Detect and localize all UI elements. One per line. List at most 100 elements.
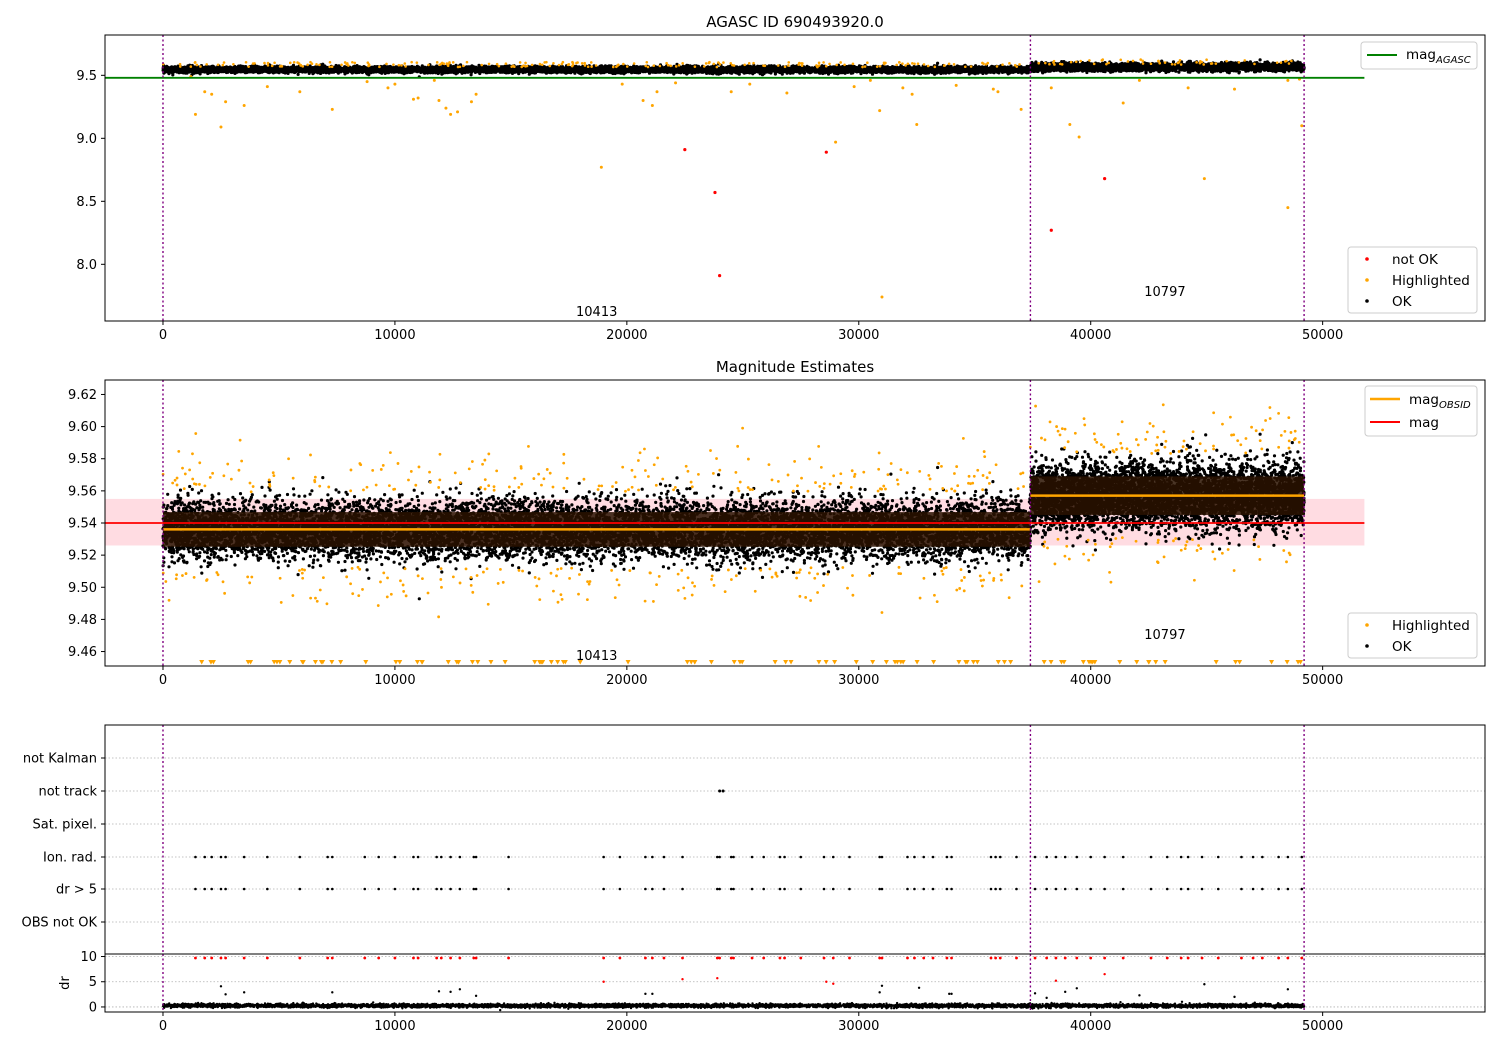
- highlighted-point: [306, 63, 309, 67]
- highlighted-point: [365, 80, 369, 84]
- highlighted-point: [1261, 428, 1264, 432]
- highlighted-point: [1268, 406, 1272, 409]
- highlighted-point: [715, 457, 718, 460]
- dr-point: [331, 991, 334, 994]
- highlighted-point: [232, 62, 235, 66]
- highlighted-point: [482, 570, 485, 574]
- highlighted-point: [807, 571, 811, 575]
- highlighted-point: [1279, 61, 1283, 64]
- highlighted-point: [278, 576, 282, 580]
- dr-capped-point: [906, 956, 909, 960]
- dr-gt-5-point: [762, 887, 765, 891]
- dr-capped-point: [1240, 956, 1243, 960]
- highlighted-point: [1268, 417, 1272, 420]
- highlighted-point: [1069, 60, 1073, 64]
- ion-rad-point: [242, 855, 246, 859]
- legend-marker-highlighted: [1365, 278, 1369, 282]
- plot-frame: [104, 724, 1486, 955]
- highlighted-point: [717, 61, 720, 64]
- flag-row-label: not Kalman: [23, 752, 97, 767]
- highlighted-point: [298, 90, 302, 94]
- highlighted-point: [710, 578, 713, 581]
- dr-gt-5-point: [922, 887, 926, 891]
- highlighted-point: [195, 63, 199, 67]
- highlighted-point: [1164, 439, 1168, 443]
- dr-gt-5-point: [330, 887, 334, 891]
- highlighted-point: [1212, 447, 1215, 451]
- dr-capped-point: [1200, 956, 1204, 960]
- highlighted-point: [1102, 445, 1106, 449]
- dr-gt-5-point: [1033, 887, 1037, 891]
- highlighted-low-marker: [488, 659, 494, 665]
- highlighted-point: [652, 600, 655, 603]
- dr-capped-point: [474, 956, 478, 960]
- highlighted-point: [437, 486, 441, 489]
- highlighted-low-marker: [312, 659, 318, 665]
- highlighted-point: [722, 61, 725, 64]
- highlighted-point: [1095, 440, 1099, 444]
- highlighted-point: [1191, 430, 1195, 434]
- dr-gt-5-point: [363, 887, 367, 891]
- highlighted-point: [1290, 59, 1293, 63]
- highlighted-point: [737, 489, 741, 493]
- highlighted-low-marker: [1269, 659, 1275, 665]
- ion-rad-point: [1240, 855, 1243, 859]
- highlighted-low-marker: [625, 659, 631, 665]
- dr-capped-point: [762, 956, 766, 960]
- highlighted-point: [1233, 87, 1237, 91]
- highlighted-point: [582, 477, 586, 481]
- highlighted-point: [674, 65, 678, 68]
- highlighted-point: [849, 485, 853, 489]
- highlighted-point: [1043, 540, 1047, 544]
- highlighted-point: [545, 468, 549, 471]
- highlighted-point: [693, 65, 697, 68]
- highlighted-point: [1082, 417, 1086, 420]
- highlighted-point: [1283, 429, 1287, 433]
- highlighted-point: [571, 60, 574, 64]
- highlighted-low-marker: [737, 659, 743, 665]
- highlighted-point: [955, 465, 959, 468]
- highlighted-point: [661, 477, 665, 481]
- highlighted-point: [822, 584, 825, 587]
- highlighted-point: [527, 444, 530, 448]
- highlighted-point: [798, 594, 802, 598]
- highlighted-point: [1108, 570, 1111, 574]
- bottom-flags-panel: not Kalman not track Sat. pixel. Ion. rad. d…: [22, 724, 1486, 955]
- highlighted-point: [483, 458, 487, 462]
- highlighted-point: [469, 583, 473, 587]
- highlighted-point: [1077, 135, 1081, 139]
- highlighted-low-marker: [1048, 659, 1054, 665]
- ion-rad-point: [762, 855, 765, 859]
- highlighted-point: [786, 473, 790, 477]
- highlighted-point: [627, 488, 630, 492]
- highlighted-point: [1292, 438, 1296, 442]
- highlighted-point: [318, 484, 322, 488]
- ion-rad-point: [440, 855, 443, 859]
- ion-rad-point: [472, 855, 476, 859]
- highlighted-point: [585, 598, 589, 602]
- highlighted-point: [1258, 558, 1262, 561]
- flag-row-label: dr > 5: [56, 883, 97, 898]
- highlighted-point: [1043, 438, 1047, 442]
- highlighted-point: [815, 64, 818, 67]
- highlighted-point: [751, 488, 754, 492]
- highlighted-low-marker: [1041, 659, 1047, 665]
- highlighted-point: [822, 486, 826, 490]
- highlighted-point: [198, 461, 202, 465]
- dr-capped-point: [715, 956, 719, 960]
- dr-point: [1138, 994, 1141, 997]
- highlighted-point: [1125, 447, 1129, 451]
- highlighted-point: [381, 463, 385, 467]
- highlighted-point: [270, 64, 274, 68]
- highlighted-low-marker: [853, 659, 859, 665]
- highlighted-point: [510, 65, 513, 68]
- highlighted-point: [386, 86, 390, 90]
- highlighted-point: [588, 580, 592, 583]
- dr-gt-5-point: [458, 887, 462, 891]
- legend-label-highlighted: Highlighted: [1392, 618, 1470, 634]
- highlighted-point: [499, 567, 502, 571]
- flag-row-label: Sat. pixel.: [33, 818, 97, 833]
- highlighted-point: [181, 466, 184, 470]
- top-chart-title: AGASC ID 690493920.0: [706, 13, 884, 31]
- highlighted-point: [753, 589, 757, 593]
